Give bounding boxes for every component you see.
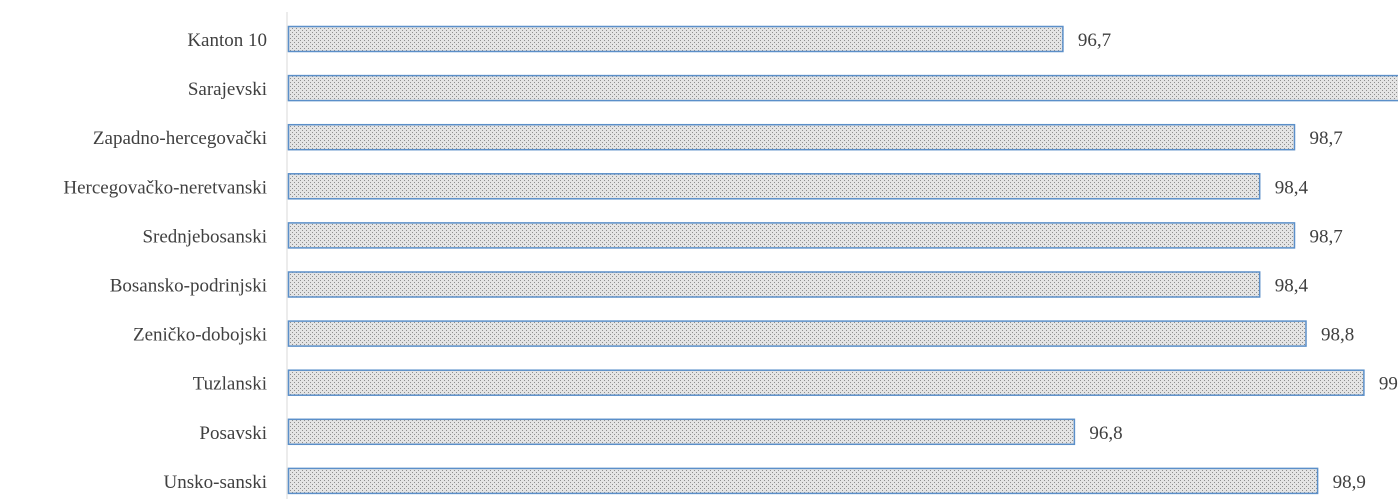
data-label: 96,8 <box>1089 423 1122 444</box>
category-label: Bosansko-podrinjski <box>110 276 267 297</box>
category-label: Sarajevski <box>188 79 267 100</box>
bar <box>289 125 1295 150</box>
bar <box>289 174 1260 199</box>
category-label: Hercegovačko-neretvanski <box>63 177 267 198</box>
category-labels-group: Kanton 10 Sarajevski Zapadno-hercegovački H… <box>63 30 267 493</box>
data-label: 98,4 <box>1275 276 1309 297</box>
category-label: Kanton 10 <box>187 30 267 51</box>
bar <box>289 27 1063 52</box>
data-label: 99,3 <box>1379 374 1398 395</box>
bar <box>289 223 1295 248</box>
bar <box>289 321 1307 346</box>
category-label: Posavski <box>199 423 267 444</box>
bars-group <box>289 27 1398 494</box>
bar <box>289 419 1075 444</box>
category-label: Srednjebosanski <box>142 226 267 247</box>
bar <box>289 468 1318 493</box>
category-label: Unsko-sanski <box>164 472 267 493</box>
data-label: 98,7 <box>1310 226 1343 247</box>
data-label: 98,9 <box>1333 472 1366 493</box>
bar <box>289 370 1364 395</box>
bar <box>289 272 1260 297</box>
data-label: 96,7 <box>1078 30 1111 51</box>
category-label: Zeničko-dobojski <box>133 325 267 346</box>
category-label: Tuzlanski <box>193 374 267 395</box>
data-label: 98,7 <box>1310 128 1343 149</box>
data-label: 98,8 <box>1321 325 1354 346</box>
category-label: Zapadno-hercegovački <box>93 128 267 149</box>
data-label: 98,4 <box>1275 177 1309 198</box>
bar <box>289 76 1398 101</box>
